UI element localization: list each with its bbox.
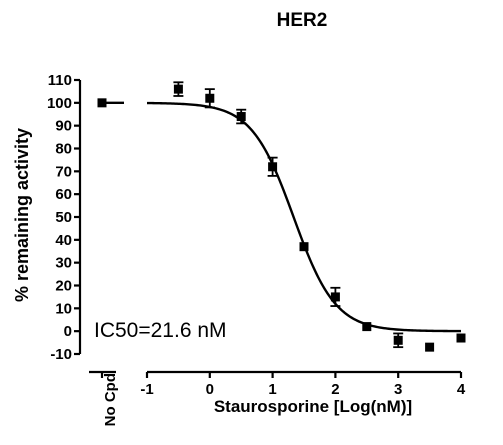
y-tick-label: 70 xyxy=(55,163,72,180)
data-point xyxy=(173,84,183,94)
x-tick-label: -1 xyxy=(140,381,153,398)
data-point xyxy=(456,333,466,343)
control-point xyxy=(97,98,107,108)
data-point xyxy=(205,93,215,103)
chart-title: HER2 xyxy=(277,10,328,31)
y-tick-label: 60 xyxy=(55,186,72,203)
y-tick-label: 40 xyxy=(55,232,72,249)
x-axis-label: Staurosporine [Log(nM)] xyxy=(214,397,412,416)
y-tick-label: 80 xyxy=(55,141,72,158)
data-point xyxy=(236,112,246,122)
x-tick-label: 2 xyxy=(331,381,339,398)
fit-curve-line xyxy=(146,101,462,333)
y-tick-label: 110 xyxy=(48,72,72,89)
data-point xyxy=(425,342,435,352)
x-tick-label: 0 xyxy=(206,381,214,398)
y-axis-label: % remaining activity xyxy=(12,128,32,302)
y-tick-label: 20 xyxy=(55,278,72,295)
y-tick-label: 30 xyxy=(55,255,72,272)
y-tick-label: 10 xyxy=(55,300,72,317)
data-marks xyxy=(97,81,466,352)
y-tick-label: -10 xyxy=(50,346,72,363)
x-tick-label: 1 xyxy=(268,381,276,398)
y-tick-label: 100 xyxy=(47,95,72,112)
data-point xyxy=(268,162,278,172)
data-point xyxy=(299,242,309,252)
ic50-annotation: IC50=21.6 nM xyxy=(94,319,227,342)
no-compound-label: No Cpd xyxy=(102,373,119,426)
data-point xyxy=(393,335,403,345)
x-tick-label: 3 xyxy=(394,381,402,398)
x-tick-label: 4 xyxy=(457,381,466,398)
fit-curve xyxy=(146,101,462,333)
data-point xyxy=(362,322,372,332)
y-tick-label: 0 xyxy=(64,323,72,340)
data-point xyxy=(330,292,340,302)
y-tick-label: 90 xyxy=(55,118,72,135)
y-tick-label: 50 xyxy=(55,209,72,226)
